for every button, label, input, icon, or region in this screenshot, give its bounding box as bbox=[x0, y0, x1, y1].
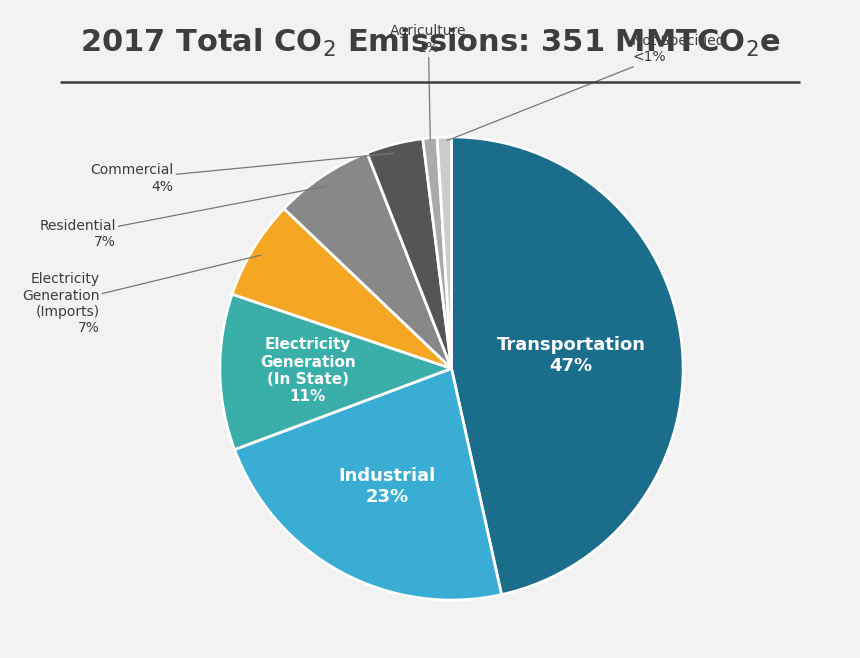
Wedge shape bbox=[232, 209, 452, 368]
Wedge shape bbox=[284, 153, 452, 368]
Text: Transportation
47%: Transportation 47% bbox=[497, 336, 646, 375]
Wedge shape bbox=[423, 138, 452, 368]
Text: Not Specified
<1%: Not Specified <1% bbox=[447, 34, 725, 141]
Text: Electricity
Generation
(Imports)
7%: Electricity Generation (Imports) 7% bbox=[22, 255, 261, 335]
Text: Electricity
Generation
(In State)
11%: Electricity Generation (In State) 11% bbox=[260, 337, 356, 404]
Text: Residential
7%: Residential 7% bbox=[40, 186, 326, 249]
Text: Industrial
23%: Industrial 23% bbox=[339, 467, 436, 506]
Wedge shape bbox=[367, 139, 452, 368]
Wedge shape bbox=[437, 137, 452, 368]
Text: Agriculture
1%: Agriculture 1% bbox=[390, 24, 467, 139]
Wedge shape bbox=[220, 294, 452, 449]
Text: 2017 Total CO$_2$ Emissions: 351 MMTCO$_2$e: 2017 Total CO$_2$ Emissions: 351 MMTCO$_… bbox=[80, 27, 780, 59]
Text: Commercial
4%: Commercial 4% bbox=[90, 153, 394, 193]
Wedge shape bbox=[452, 137, 683, 595]
Wedge shape bbox=[235, 368, 501, 600]
